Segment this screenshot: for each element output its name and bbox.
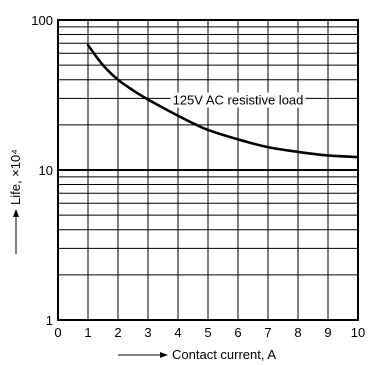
y-axis-title-group: Life, ×10⁴ — [8, 149, 23, 254]
y-tick-label: 10 — [39, 163, 53, 178]
x-tick-label: 2 — [114, 325, 121, 340]
x-tick-labels: 0 1 2 3 4 5 6 7 8 9 10 — [54, 325, 365, 340]
x-tick-label: 9 — [324, 325, 331, 340]
annotation-background — [170, 92, 306, 108]
annotations: 125V AC resistive load — [170, 92, 306, 108]
x-axis-title-group: Contact current, A — [118, 347, 276, 362]
series-annotation-label: 125V AC resistive load — [173, 93, 304, 108]
y-axis-arrow-head — [13, 209, 19, 217]
x-tick-label: 10 — [351, 325, 365, 340]
grid — [58, 20, 358, 320]
series-curve-group — [86, 43, 360, 159]
x-tick-label: 8 — [294, 325, 301, 340]
series-line — [86, 43, 360, 159]
x-tick-label: 7 — [264, 325, 271, 340]
x-tick-label: 5 — [204, 325, 211, 340]
x-tick-label: 0 — [54, 325, 61, 340]
x-axis-arrow-head — [160, 352, 168, 358]
x-tick-label: 4 — [174, 325, 181, 340]
x-tick-label: 1 — [84, 325, 91, 340]
y-tick-label: 1 — [46, 313, 53, 328]
x-axis-title: Contact current, A — [172, 347, 276, 362]
y-axis-title: Life, ×10⁴ — [8, 149, 23, 205]
y-tick-label: 100 — [31, 13, 53, 28]
plot-frame — [57, 19, 359, 321]
x-tick-label: 3 — [144, 325, 151, 340]
y-tick-labels: 1 10 100 — [31, 13, 53, 328]
x-tick-label: 6 — [234, 325, 241, 340]
